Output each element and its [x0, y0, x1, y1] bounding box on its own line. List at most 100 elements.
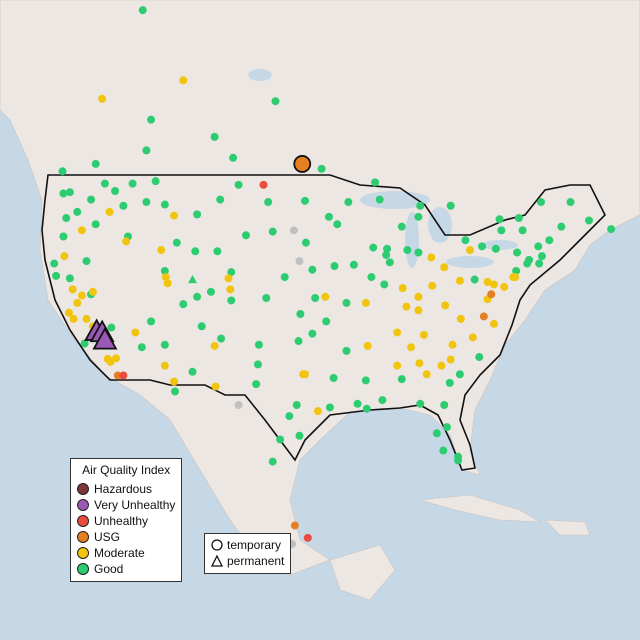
- site-marker[interactable]: [206, 287, 215, 296]
- site-marker[interactable]: [487, 290, 496, 299]
- site-marker[interactable]: [369, 243, 378, 252]
- site-marker[interactable]: [111, 186, 120, 195]
- site-marker[interactable]: [65, 274, 74, 283]
- site-marker[interactable]: [113, 371, 122, 380]
- site-marker[interactable]: [512, 266, 521, 275]
- site-marker[interactable]: [325, 403, 334, 412]
- site-marker[interactable]: [301, 370, 310, 379]
- site-marker[interactable]: [416, 399, 425, 408]
- site-marker[interactable]: [442, 423, 451, 432]
- site-marker[interactable]: [371, 178, 380, 187]
- site-marker[interactable]: [419, 330, 428, 339]
- site-marker[interactable]: [518, 226, 527, 235]
- site-marker[interactable]: [475, 353, 484, 362]
- site-marker[interactable]: [416, 201, 425, 210]
- site-marker[interactable]: [407, 343, 416, 352]
- site-marker[interactable]: [535, 259, 544, 268]
- site-marker[interactable]: [138, 6, 147, 15]
- site-marker[interactable]: [448, 340, 457, 349]
- site-marker[interactable]: [280, 273, 289, 282]
- site-marker[interactable]: [537, 252, 546, 261]
- site-marker[interactable]: [414, 248, 423, 257]
- site-marker[interactable]: [77, 226, 86, 235]
- site-marker[interactable]: [479, 312, 488, 321]
- site-marker[interactable]: [294, 337, 303, 346]
- site-marker[interactable]: [295, 431, 304, 440]
- site-marker[interactable]: [497, 226, 506, 235]
- site-marker[interactable]: [252, 380, 261, 389]
- site-marker[interactable]: [342, 298, 351, 307]
- site-marker[interactable]: [308, 265, 317, 274]
- site-marker[interactable]: [151, 177, 160, 186]
- site-marker[interactable]: [234, 180, 243, 189]
- site-marker[interactable]: [62, 214, 71, 223]
- site-marker[interactable]: [73, 298, 82, 307]
- site-marker[interactable]: [440, 401, 449, 410]
- site-marker[interactable]: [122, 237, 131, 246]
- site-marker[interactable]: [293, 155, 312, 173]
- site-marker[interactable]: [73, 207, 82, 216]
- site-marker[interactable]: [119, 201, 128, 210]
- site-marker[interactable]: [217, 334, 226, 343]
- site-marker[interactable]: [264, 198, 273, 207]
- site-marker[interactable]: [513, 248, 522, 257]
- site-marker[interactable]: [142, 146, 151, 155]
- site-marker[interactable]: [470, 275, 479, 284]
- site-marker[interactable]: [234, 401, 243, 410]
- site-marker[interactable]: [344, 198, 353, 207]
- site-marker[interactable]: [361, 298, 370, 307]
- site-marker[interactable]: [226, 285, 235, 294]
- site-marker[interactable]: [142, 198, 151, 207]
- site-marker[interactable]: [160, 266, 169, 275]
- site-marker[interactable]: [415, 359, 424, 368]
- site-marker[interactable]: [301, 196, 310, 205]
- site-marker[interactable]: [393, 328, 402, 337]
- site-marker[interactable]: [525, 255, 534, 264]
- site-marker[interactable]: [131, 328, 140, 337]
- site-marker[interactable]: [68, 285, 77, 294]
- site-marker[interactable]: [170, 377, 179, 386]
- site-marker[interactable]: [454, 456, 463, 465]
- site-marker[interactable]: [534, 242, 543, 251]
- site-marker[interactable]: [271, 97, 280, 106]
- site-marker[interactable]: [191, 247, 200, 256]
- site-marker[interactable]: [188, 367, 197, 376]
- site-marker[interactable]: [170, 211, 179, 220]
- site-marker[interactable]: [308, 329, 317, 338]
- site-marker[interactable]: [157, 246, 166, 255]
- site-marker[interactable]: [461, 236, 470, 245]
- site-marker[interactable]: [50, 259, 59, 268]
- site-marker[interactable]: [65, 188, 74, 197]
- site-marker[interactable]: [466, 246, 475, 255]
- site-marker[interactable]: [440, 263, 449, 272]
- site-marker[interactable]: [160, 340, 169, 349]
- site-marker[interactable]: [80, 339, 89, 348]
- site-marker[interactable]: [213, 247, 222, 256]
- site-marker[interactable]: [455, 370, 464, 379]
- site-marker[interactable]: [490, 280, 499, 289]
- site-marker[interactable]: [227, 296, 236, 305]
- site-marker[interactable]: [397, 222, 406, 231]
- site-marker[interactable]: [313, 407, 322, 416]
- site-marker[interactable]: [268, 457, 277, 466]
- site-marker[interactable]: [537, 198, 546, 207]
- site-marker[interactable]: [253, 360, 262, 369]
- site-marker[interactable]: [375, 195, 384, 204]
- site-marker[interactable]: [147, 317, 156, 326]
- site-marker[interactable]: [362, 404, 371, 413]
- site-marker[interactable]: [171, 387, 180, 396]
- site-marker[interactable]: [210, 341, 219, 350]
- site-marker[interactable]: [317, 164, 326, 173]
- site-marker[interactable]: [147, 115, 156, 124]
- site-marker[interactable]: [60, 252, 69, 261]
- site-marker[interactable]: [87, 195, 96, 204]
- site-marker[interactable]: [241, 231, 250, 240]
- site-marker[interactable]: [566, 198, 575, 207]
- site-marker[interactable]: [262, 294, 271, 302]
- site-marker[interactable]: [259, 180, 268, 189]
- site-marker[interactable]: [254, 340, 263, 349]
- site-marker[interactable]: [511, 273, 520, 282]
- site-marker[interactable]: [490, 319, 499, 328]
- site-marker[interactable]: [295, 257, 304, 266]
- site-marker[interactable]: [385, 258, 394, 267]
